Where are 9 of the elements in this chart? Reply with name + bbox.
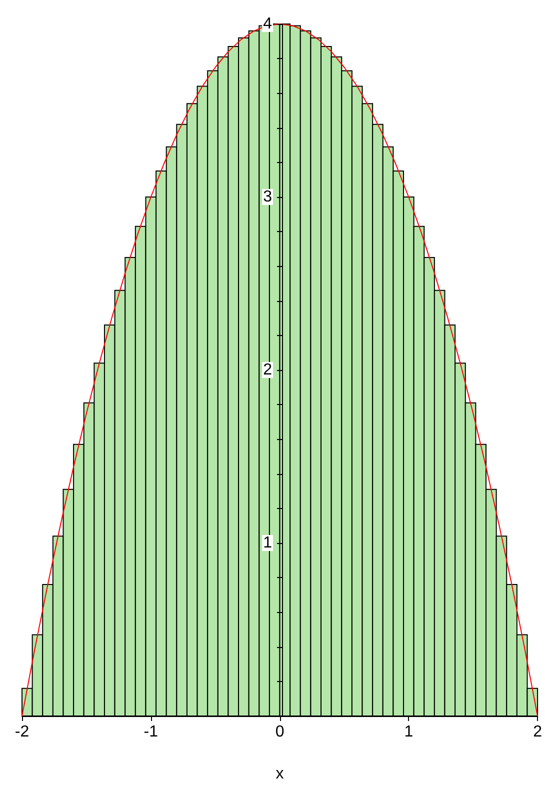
x-tick-label: 2 bbox=[533, 724, 542, 740]
y-tick-label: 3 bbox=[263, 188, 272, 206]
y-tick-label: 1 bbox=[263, 534, 272, 552]
x-tick-label: -1 bbox=[144, 724, 158, 740]
x-axis-title: x bbox=[276, 766, 284, 782]
x-tick-label: 0 bbox=[275, 724, 284, 740]
y-tick-label: 2 bbox=[263, 362, 272, 378]
x-tick-label: -2 bbox=[14, 724, 30, 740]
x-tick-label: 1 bbox=[404, 724, 414, 740]
